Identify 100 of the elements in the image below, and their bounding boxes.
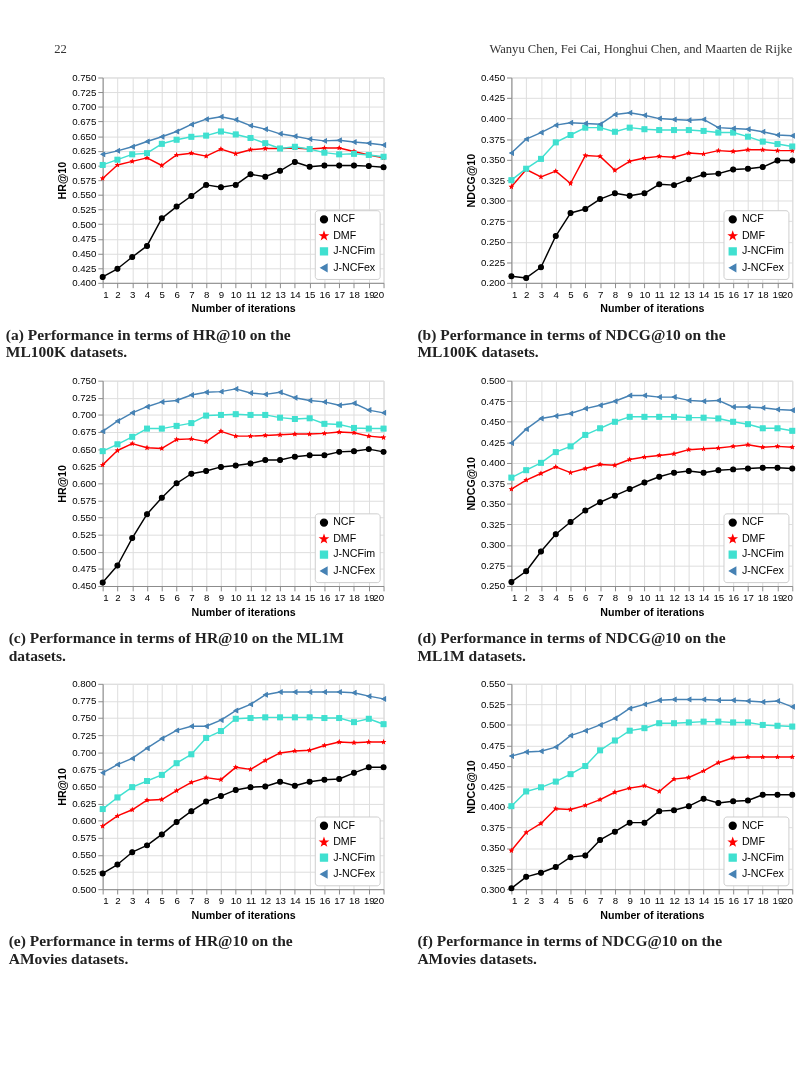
x-tick-label: 13 [275,288,286,300]
text: (b) Performance in terms of NDCG@10 on the ML100K datasets. [417,326,726,361]
x-tick-label: 3 [130,288,136,300]
y-tick-label: 0.425 [480,436,506,448]
x-tick-label: 7 [189,895,195,907]
y-tick-label: 0.400 [480,112,506,124]
legend-label: NCF [741,515,765,528]
x-tick-label: 17 [743,895,754,907]
text: (c) Performance in terms of HR@10 on the ML1M datasets. [8,629,345,664]
y-tick-label: 0.650 [72,780,97,792]
y-tick-label: 0.425 [72,262,97,274]
x-tick-label: 6 [174,288,180,300]
y-tick-label: 0.375 [480,821,506,833]
y-tick-label: 0.550 [72,511,97,523]
x-tick-label: 7 [597,592,604,604]
text: Wanyu Chen, Fei Cai, Honghui Chen, and Maarten de Rijke [489,42,793,57]
x-tick-label: 18 [757,895,769,907]
x-tick-label: 11 [654,592,665,604]
x-tick-label: 1 [511,592,518,604]
x-tick-label: 13 [683,592,695,604]
y-tick-label: 0.325 [480,863,506,875]
x-tick-label: 7 [189,592,195,604]
x-tick-label: 10 [639,288,651,300]
y-tick-label: 0.675 [72,115,97,127]
x-tick-label: 10 [230,288,242,300]
x-tick-label: 3 [538,288,545,300]
x-tick-label: 20 [782,288,793,300]
y-tick-label: 0.200 [480,277,506,289]
x-tick-label: 13 [683,895,695,907]
x-tick-label: 1 [103,895,109,907]
y-tick-label: 0.675 [72,426,97,438]
x-tick-label: 3 [130,895,136,907]
x-tick-label: 11 [654,288,665,300]
x-tick-label: 2 [115,592,121,604]
x-tick-label: 4 [144,592,151,604]
y-tick-label: 0.575 [72,494,97,506]
y-tick-label: 0.350 [480,498,506,510]
x-tick-label: 19 [772,895,784,907]
legend-label: J-NCFim [741,850,785,863]
x-tick-label: 13 [683,288,695,300]
x-tick-label: 3 [130,592,136,604]
y-tick-label: 0.750 [72,71,97,83]
y-axis-title: NDCG@10 [465,456,478,511]
x-tick-label: 3 [538,592,545,604]
x-tick-label: 19 [363,592,375,604]
y-tick-label: 0.725 [72,729,97,741]
x-tick-label: 5 [568,592,574,604]
legend-label: J-NCFim [333,547,376,560]
legend-label: DMF [741,531,766,544]
x-tick-label: 9 [627,592,633,604]
x-tick-label: 8 [612,288,619,300]
x-tick-label: 12 [260,288,272,300]
legend-label: DMF [333,835,357,848]
y-tick-label: 0.450 [480,416,506,428]
y-tick-label: 0.625 [72,460,97,472]
x-tick-label: 15 [713,895,725,907]
y-tick-label: 0.450 [72,247,97,259]
x-tick-label: 17 [743,288,754,300]
x-axis-title: Number of iterations [191,908,296,921]
y-tick-label: 0.325 [480,518,506,530]
x-tick-label: 6 [174,592,180,604]
x-tick-label: 19 [772,288,784,300]
legend-label: DMF [741,835,766,848]
x-tick-label: 5 [159,895,165,907]
x-tick-label: 10 [230,895,242,907]
legend-label: J-NCFex [741,563,785,576]
x-tick-label: 4 [553,592,560,604]
x-tick-label: 2 [115,895,121,907]
y-tick-label: 0.550 [72,189,97,201]
x-tick-label: 7 [597,288,604,300]
text: (e) Performance in terms of HR@10 on the AMovies datasets. [8,932,293,967]
x-tick-label: 14 [698,288,711,300]
y-tick-label: 0.775 [72,695,97,707]
y-tick-label: 0.275 [480,559,506,571]
y-tick-label: 0.525 [72,866,97,878]
y-tick-label: 0.425 [480,92,506,104]
y-tick-label: 0.300 [480,883,506,895]
legend-label: NCF [741,212,765,225]
x-tick-label: 20 [373,288,385,300]
y-axis-title: HR@10 [56,768,69,806]
x-tick-label: 15 [304,288,316,300]
x-tick-label: 12 [669,288,680,300]
x-tick-label: 16 [728,288,740,300]
y-tick-label: 0.325 [480,174,506,186]
y-tick-label: 0.575 [72,832,97,844]
x-tick-label: 11 [245,288,257,300]
y-tick-label: 0.525 [480,698,506,710]
y-tick-label: 0.500 [480,375,506,387]
x-axis-title: Number of iterations [600,605,705,618]
text: (d) Performance in terms of NDCG@10 on the ML1M datasets. [417,629,726,664]
x-tick-label: 8 [203,592,210,604]
x-tick-label: 14 [698,592,711,604]
x-tick-label: 16 [319,592,331,604]
y-tick-label: 0.600 [72,815,97,827]
x-tick-label: 1 [103,592,109,604]
y-tick-label: 0.450 [72,580,97,592]
y-tick-label: 0.700 [72,746,97,758]
y-tick-label: 0.700 [72,101,97,113]
x-tick-label: 17 [334,592,346,604]
x-tick-label: 2 [523,592,530,604]
